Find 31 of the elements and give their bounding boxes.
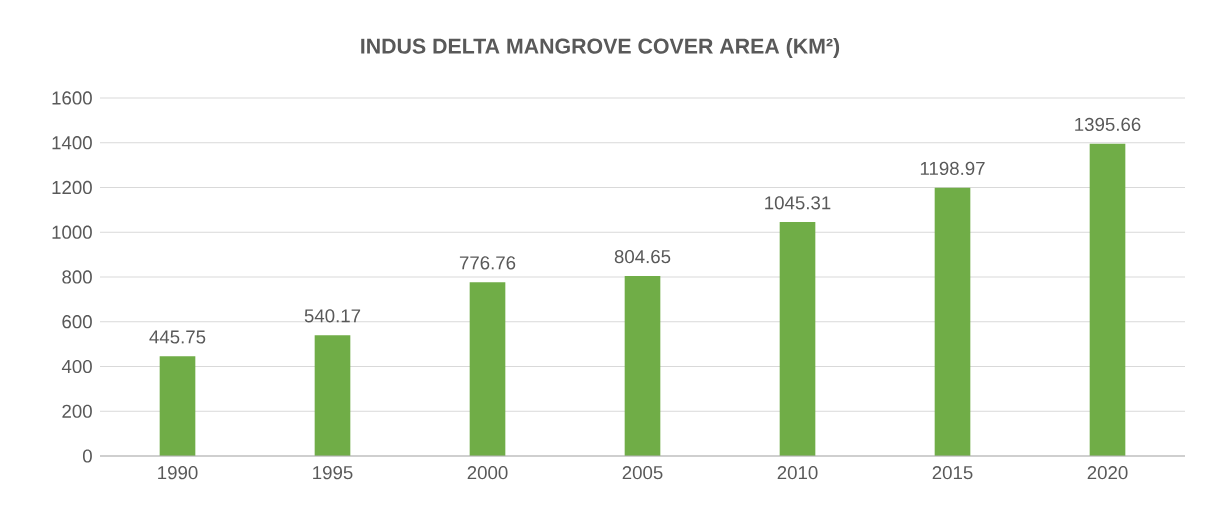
chart-title: INDUS DELTA MANGROVE COVER AREA (KM²) <box>361 38 840 58</box>
y-tick-label: 1400 <box>52 136 92 150</box>
bar <box>779 222 816 456</box>
x-tick-label: 2020 <box>1087 466 1128 480</box>
data-label: 540.17 <box>304 309 361 323</box>
data-label: 804.65 <box>614 250 671 264</box>
y-tick-label: 1600 <box>52 91 92 105</box>
y-tick-label: 200 <box>62 404 92 418</box>
y-tick-label: 400 <box>61 359 92 374</box>
data-label: 1395.66 <box>1075 117 1141 132</box>
y-tick-label: 600 <box>62 315 92 329</box>
bar <box>1089 143 1126 456</box>
data-label: 1045.31 <box>765 196 831 210</box>
y-tick-label: 1200 <box>52 180 92 195</box>
data-label: 776.76 <box>459 256 516 270</box>
x-tick-label: 1990 <box>158 466 198 480</box>
y-tick-label: 0 <box>82 449 92 463</box>
x-tick-label: 2005 <box>622 466 663 480</box>
x-tick-label: 2010 <box>777 466 818 480</box>
y-tick-label: 1000 <box>52 225 92 239</box>
x-tick-label: 1995 <box>313 466 353 480</box>
data-label: 445.75 <box>149 330 206 344</box>
bar <box>934 187 971 456</box>
y-tick-label: 800 <box>62 270 92 284</box>
x-tick-label: 2000 <box>467 466 508 480</box>
bar <box>159 356 196 456</box>
data-label: 1198.97 <box>920 161 985 176</box>
bar <box>469 282 506 456</box>
x-tick-label: 2015 <box>932 466 973 480</box>
bar <box>624 275 661 456</box>
bar <box>314 335 351 456</box>
